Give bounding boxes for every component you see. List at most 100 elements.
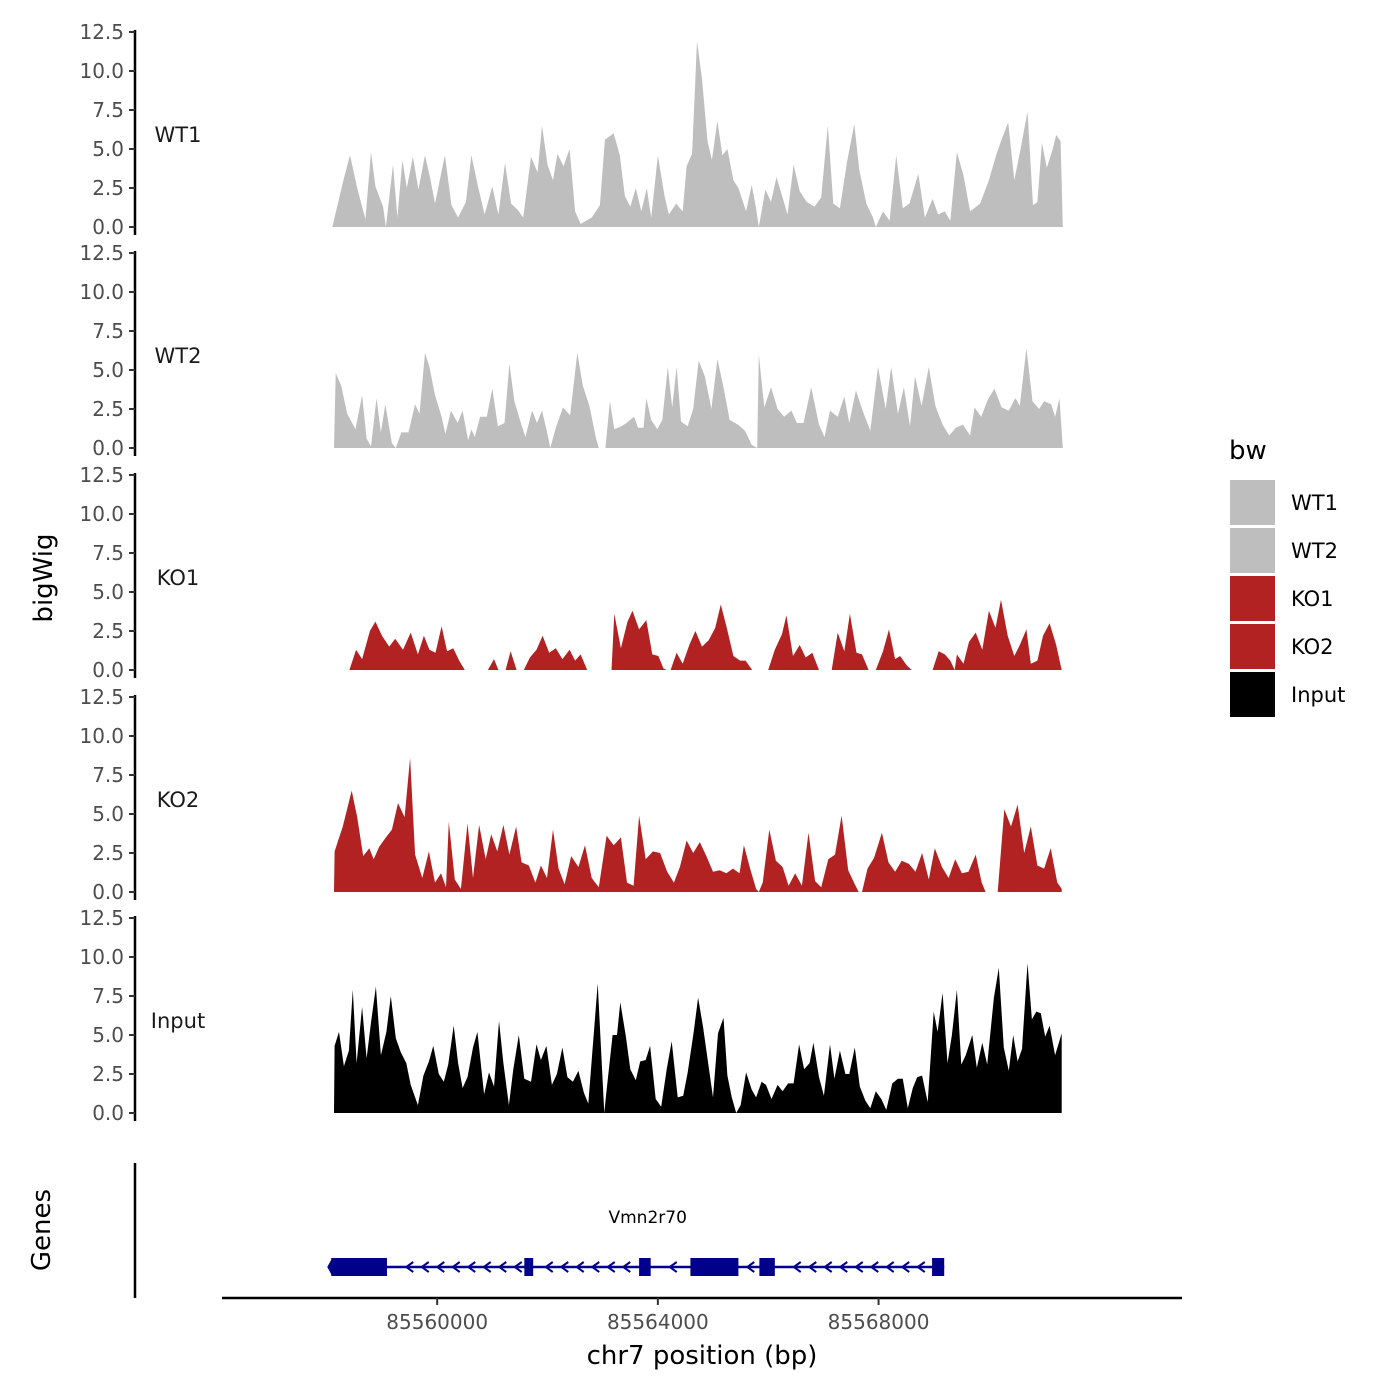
y-tick-label: 12.5: [79, 463, 124, 487]
bigwig-tracks: 0.0 2.5 5.0 7.5 10.0 12.5 WT1 0.0 2.5 5.0 7.5 10.0 1…: [79, 20, 1063, 1125]
legend-swatch-wt1: [1230, 480, 1275, 525]
legend: bw WT1 WT2 KO1 KO2 Input: [1229, 436, 1345, 717]
legend-label: Input: [1291, 683, 1345, 707]
y-tick-label: 5.0: [92, 358, 124, 382]
y-tick-label: 5.0: [92, 802, 124, 826]
y-tick-label: 10.0: [79, 280, 124, 304]
y-tick-label: 0.0: [92, 436, 124, 460]
y-tick-label: 7.5: [92, 541, 124, 565]
track-label: Input: [151, 1009, 205, 1033]
strand-arrow: [482, 1261, 492, 1273]
strand-arrow: [745, 1261, 755, 1273]
x-axis-title: chr7 position (bp): [587, 1341, 818, 1371]
strand-arrow: [792, 1261, 802, 1273]
gene-exon: [331, 1258, 387, 1276]
x-tick-label: 85568000: [828, 1310, 930, 1334]
track-label: KO2: [157, 788, 200, 812]
gene-exon: [524, 1258, 534, 1276]
track-ko2: 0.0 2.5 5.0 7.5 10.0 12.5 KO2: [79, 685, 1062, 904]
legend-label: WT2: [1291, 539, 1338, 563]
gene-exon: [759, 1258, 775, 1276]
coverage-area-input: [334, 963, 1062, 1113]
strand-arrow: [420, 1261, 430, 1273]
strand-arrow: [900, 1261, 910, 1273]
strand-arrow: [451, 1261, 461, 1273]
gene-exon: [639, 1258, 651, 1276]
y-tick-label: 12.5: [79, 241, 124, 265]
track-label: KO1: [157, 566, 200, 590]
gene-exon: [690, 1258, 739, 1276]
y-tick-label: 10.0: [79, 724, 124, 748]
y-tick-label: 2.5: [92, 1062, 124, 1086]
strand-arrow: [869, 1261, 879, 1273]
y-axis-title: bigWig: [29, 533, 59, 622]
y-tick-label: 5.0: [92, 1023, 124, 1047]
strand-arrow: [838, 1261, 848, 1273]
track-wt1: 0.0 2.5 5.0 7.5 10.0 12.5 WT1: [79, 20, 1063, 239]
genes-track-title: Genes: [27, 1189, 57, 1271]
legend-label: WT1: [1291, 491, 1338, 515]
y-tick-label: 7.5: [92, 319, 124, 343]
coverage-area-ko1: [349, 599, 1062, 670]
strand-arrow: [916, 1261, 926, 1273]
strand-arrow: [590, 1261, 600, 1273]
y-tick-label: 7.5: [92, 984, 124, 1008]
strand-arrow: [559, 1261, 569, 1273]
strand-arrow: [466, 1261, 476, 1273]
strand-arrow: [435, 1261, 445, 1273]
y-tick-label: 10.0: [79, 945, 124, 969]
legend-swatch-input: [1230, 672, 1275, 717]
gene-exon: [932, 1258, 945, 1276]
y-tick-label: 5.0: [92, 137, 124, 161]
y-tick-label: 2.5: [92, 841, 124, 865]
y-tick-label: 10.0: [79, 502, 124, 526]
y-tick-label: 12.5: [79, 906, 124, 930]
track-label: WT2: [155, 344, 202, 368]
coverage-area-ko2: [334, 757, 1062, 892]
y-tick-label: 0.0: [92, 658, 124, 682]
y-tick-label: 0.0: [92, 215, 124, 239]
coverage-area-wt1: [332, 41, 1063, 228]
strand-arrow: [544, 1261, 554, 1273]
strand-arrow: [606, 1261, 616, 1273]
strand-arrow: [854, 1261, 864, 1273]
strand-arrow: [668, 1261, 678, 1273]
strand-arrow: [807, 1261, 817, 1273]
y-tick-label: 2.5: [92, 619, 124, 643]
legend-swatch-wt2: [1230, 528, 1275, 573]
y-tick-label: 2.5: [92, 176, 124, 200]
coverage-area-wt2: [334, 348, 1063, 448]
strand-arrow: [885, 1261, 895, 1273]
y-tick-label: 0.0: [92, 1101, 124, 1125]
strand-arrow: [513, 1261, 523, 1273]
y-tick-label: 0.0: [92, 880, 124, 904]
legend-swatch-ko1: [1230, 576, 1275, 621]
legend-title: bw: [1229, 436, 1267, 466]
y-tick-label: 7.5: [92, 763, 124, 787]
track-ko1: 0.0 2.5 5.0 7.5 10.0 12.5 KO1: [79, 463, 1062, 682]
strand-arrow: [404, 1261, 414, 1273]
y-tick-label: 5.0: [92, 580, 124, 604]
strand-arrow: [823, 1261, 833, 1273]
legend-label: KO1: [1291, 587, 1334, 611]
y-tick-label: 10.0: [79, 59, 124, 83]
x-axis: 85560000 85564000 85568000: [222, 1296, 1182, 1334]
x-tick-label: 85564000: [607, 1310, 709, 1334]
y-tick-label: 7.5: [92, 98, 124, 122]
x-tick-label: 85560000: [386, 1310, 488, 1334]
gene-name-label: Vmn2r70: [608, 1208, 686, 1228]
legend-label: KO2: [1291, 635, 1334, 659]
gene-start-cap: [327, 1258, 333, 1276]
track-wt2: 0.0 2.5 5.0 7.5 10.0 12.5 WT2: [79, 241, 1063, 460]
track-input: 0.0 2.5 5.0 7.5 10.0 12.5 Input: [79, 906, 1062, 1125]
strand-arrow: [575, 1261, 585, 1273]
y-tick-label: 12.5: [79, 20, 124, 44]
track-label: WT1: [155, 123, 202, 147]
y-tick-label: 12.5: [79, 685, 124, 709]
strand-arrow: [621, 1261, 631, 1273]
genes-track: Genes Vmn2r70: [27, 1163, 945, 1298]
gene-model: [327, 1258, 945, 1276]
legend-swatch-ko2: [1230, 624, 1275, 669]
strand-arrow: [497, 1261, 507, 1273]
